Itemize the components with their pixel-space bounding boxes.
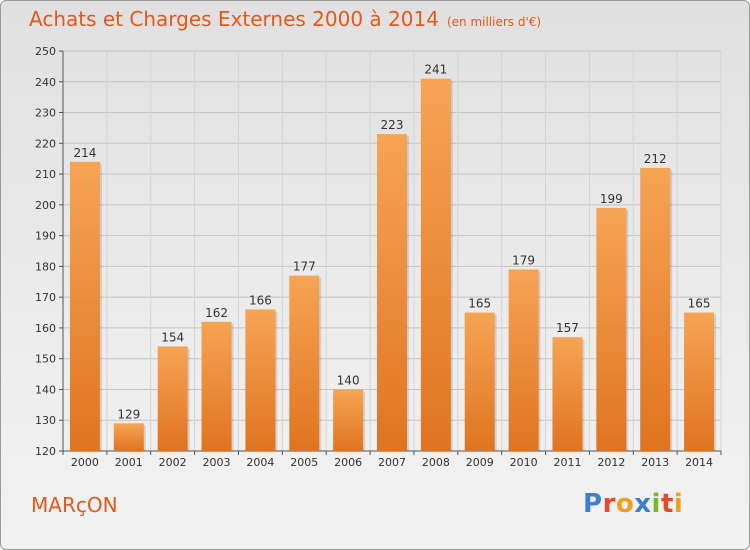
labels: 120 130 140 150 160 170 180 190 200 210 220 230 240 2… [35,45,713,469]
y-tick-label: 120 [35,445,56,458]
y-tick-label: 190 [35,230,56,243]
bar-2009 [464,312,495,451]
bar-2007 [377,134,407,452]
value-label: 162 [205,306,228,320]
chart-title-text: Achats et Charges Externes 2000 à 2014 [29,7,439,31]
y-tick-label: 250 [35,45,56,58]
value-label: 140 [337,373,360,387]
value-label: 241 [424,63,447,77]
x-tick-label: 2010 [510,456,538,469]
y-tick-label: 170 [35,291,56,304]
value-label: 223 [381,118,404,132]
bar-2005 [289,275,320,451]
x-tick-label: 2000 [71,456,99,469]
bar-2006 [333,389,364,451]
bar-2013 [640,167,671,451]
x-tick-label: 2006 [334,456,362,469]
commune-name: MARçON [31,493,118,517]
y-tick-label: 200 [35,199,56,212]
value-label: 157 [556,321,579,335]
y-tick-label: 160 [35,322,56,335]
y-tick-label: 230 [35,107,56,120]
y-tick-label: 180 [35,260,56,273]
x-tick-label: 2005 [290,456,318,469]
bar-2011 [552,337,583,451]
x-tick-label: 2007 [378,456,406,469]
chart-title: Achats et Charges Externes 2000 à 2014 (e… [29,7,541,31]
value-label: 165 [468,297,491,311]
y-tick-label: 130 [35,414,56,427]
y-tick-label: 140 [35,383,56,396]
y-tick-label: 220 [35,137,56,150]
x-tick-label: 2001 [115,456,143,469]
bar-2002 [157,346,188,451]
chart-unit: (en milliers d'€) [446,15,542,29]
x-tick-label: 2011 [553,456,581,469]
bar-2000 [69,161,100,451]
x-tick-label: 2009 [466,456,494,469]
x-tick-label: 2008 [422,456,450,469]
value-label: 212 [644,152,667,166]
x-tick-label: 2002 [159,456,187,469]
bar-2004 [245,309,276,451]
bars [69,78,717,452]
value-label: 179 [512,253,535,267]
value-label: 166 [249,293,272,307]
bar-2012 [596,207,627,451]
proxiti-logo: Proxiti [583,489,684,519]
x-tick-label: 2014 [685,456,713,469]
bar-2001 [113,423,144,451]
y-tick-label: 240 [35,76,56,89]
value-label: 199 [600,192,623,206]
value-label: 214 [73,146,96,160]
bar-2008 [420,78,451,451]
x-tick-label: 2013 [641,456,669,469]
value-label: 165 [688,297,711,311]
y-tick-label: 150 [35,353,56,366]
bar-2014 [684,312,715,451]
x-tick-label: 2004 [246,456,274,469]
value-label: 154 [161,330,184,344]
value-label: 177 [293,260,316,274]
x-tick-label: 2003 [203,456,231,469]
value-label: 129 [117,407,140,421]
x-tick-label: 2012 [597,456,625,469]
bar-2010 [508,269,539,451]
bar-2003 [201,321,232,451]
y-tick-label: 210 [35,168,56,181]
